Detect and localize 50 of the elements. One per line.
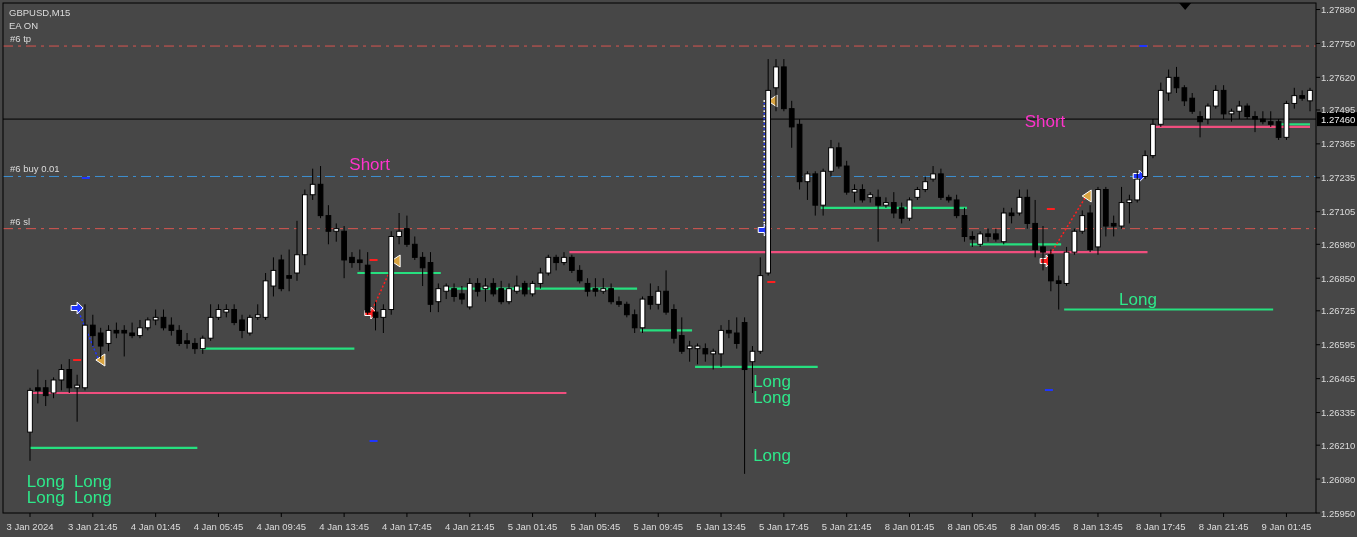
annotation: Long	[73, 471, 112, 491]
x-tick-label: 4 Jan 01:45	[130, 520, 181, 532]
y-tick-label: 1.26725	[1321, 305, 1356, 317]
y-tick-label: 1.27235	[1321, 172, 1356, 184]
y-tick-label: 1.27365	[1321, 138, 1356, 150]
ref-line-label: #6 buy 0.01	[10, 163, 60, 175]
chart-title: GBPUSD,M15	[9, 6, 71, 18]
y-tick-label: 1.26850	[1321, 272, 1356, 284]
x-tick-label: 8 Jan 01:45	[884, 520, 935, 532]
x-tick-label: 8 Jan 21:45	[1198, 520, 1249, 532]
y-tick-label: 1.27495	[1321, 104, 1356, 116]
y-tick-label: 1.26210	[1321, 439, 1356, 451]
x-tick-label: 8 Jan 05:45	[947, 520, 998, 532]
annotation: Long	[1119, 289, 1157, 309]
y-tick-label: 1.27750	[1321, 37, 1356, 49]
x-tick-label: 4 Jan 09:45	[256, 520, 307, 532]
x-tick-label: 4 Jan 17:45	[382, 520, 432, 532]
x-tick-label: 5 Jan 05:45	[570, 520, 621, 532]
x-tick-label: 3 Jan 2024	[6, 520, 54, 532]
x-tick-label: 9 Jan 01:45	[1261, 520, 1312, 532]
x-tick-label: 8 Jan 13:45	[1073, 520, 1123, 532]
y-tick-label: 1.27620	[1321, 71, 1356, 83]
annotation: Long	[26, 471, 65, 491]
text: EA ON	[9, 19, 39, 31]
y-tick-label: 1.25950	[1321, 507, 1356, 519]
ref-line-label: #6 tp	[10, 33, 32, 45]
x-tick-label: 5 Jan 09:45	[633, 520, 684, 532]
annotation: Short	[349, 154, 391, 174]
x-tick-label: 8 Jan 17:45	[1135, 520, 1186, 532]
y-tick-label: 1.26465	[1321, 373, 1356, 385]
x-tick-label: 5 Jan 21:45	[821, 520, 872, 532]
y-tick-label: 1.27105	[1321, 206, 1356, 218]
annotation: Short	[1024, 111, 1066, 131]
annotation: Long	[753, 445, 791, 465]
x-tick-label: 3 Jan 21:45	[67, 520, 118, 532]
y-tick-label: 1.26595	[1321, 339, 1356, 351]
y-tick-label: 1.26335	[1321, 407, 1356, 419]
x-tick-label: 5 Jan 13:45	[696, 520, 746, 532]
y-tick-label: 1.27880	[1321, 4, 1356, 16]
x-tick-label: 4 Jan 13:45	[319, 520, 369, 532]
x-tick-label: 4 Jan 05:45	[193, 520, 244, 532]
x-tick-label: 5 Jan 17:45	[759, 520, 809, 532]
y-tick-label: 1.26080	[1321, 473, 1356, 485]
x-tick-label: 4 Jan 21:45	[444, 520, 495, 532]
y-tick-label: 1.26980	[1321, 238, 1356, 250]
x-tick-label: 5 Jan 01:45	[507, 520, 558, 532]
ref-line-label: 1.27460	[1321, 113, 1356, 125]
annotation: Long	[753, 371, 791, 391]
ref-line-label: #6 sl	[10, 215, 31, 227]
x-tick-label: 8 Jan 09:45	[1010, 520, 1060, 532]
